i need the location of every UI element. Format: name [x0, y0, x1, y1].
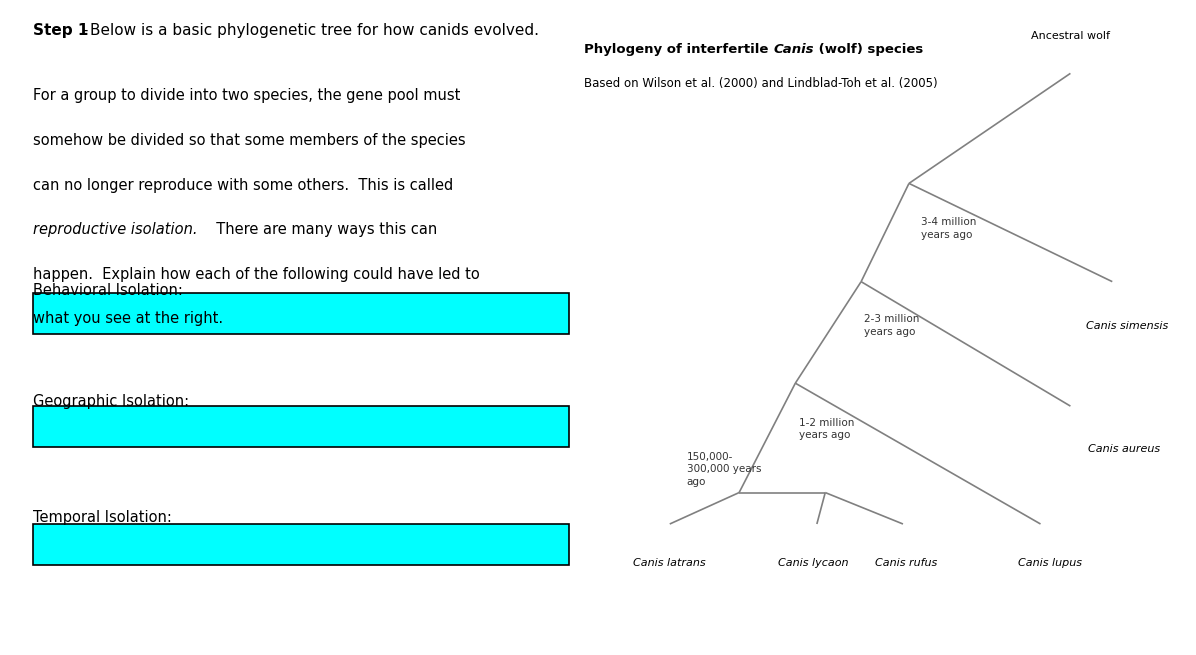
Text: somehow be divided so that some members of the species: somehow be divided so that some members …: [33, 133, 466, 148]
FancyBboxPatch shape: [33, 524, 569, 565]
Text: Step 1: Step 1: [33, 23, 89, 38]
Text: reproductive isolation.: reproductive isolation.: [33, 222, 199, 237]
FancyBboxPatch shape: [33, 406, 569, 447]
FancyBboxPatch shape: [33, 293, 569, 334]
Text: Based on Wilson et al. (2000) and Lindblad-Toh et al. (2005): Based on Wilson et al. (2000) and Lindbl…: [584, 77, 938, 90]
Text: Ancestral wolf: Ancestral wolf: [1031, 31, 1110, 41]
Text: For a group to divide into two species, the gene pool must: For a group to divide into two species, …: [33, 88, 460, 103]
Text: Canis lycaon: Canis lycaon: [779, 558, 848, 568]
Text: happen.  Explain how each of the following could have led to: happen. Explain how each of the followin…: [33, 267, 481, 282]
Text: Behavioral Isolation:: Behavioral Isolation:: [33, 283, 183, 298]
Text: can no longer reproduce with some others.  This is called: can no longer reproduce with some others…: [33, 178, 453, 193]
Text: what you see at the right.: what you see at the right.: [33, 311, 224, 326]
Text: Below is a basic phylogenetic tree for how canids evolved.: Below is a basic phylogenetic tree for h…: [90, 23, 538, 38]
Text: Canis: Canis: [774, 43, 814, 56]
Text: Canis latrans: Canis latrans: [634, 558, 706, 568]
Text: -: -: [78, 23, 89, 38]
Text: 2-3 million
years ago: 2-3 million years ago: [864, 314, 919, 337]
Text: Temporal Isolation:: Temporal Isolation:: [33, 510, 172, 525]
Text: 3-4 million
years ago: 3-4 million years ago: [921, 217, 976, 240]
Text: 1-2 million
years ago: 1-2 million years ago: [799, 418, 854, 440]
Text: Canis lupus: Canis lupus: [1018, 558, 1082, 568]
Text: Geographic Isolation:: Geographic Isolation:: [33, 394, 190, 409]
Text: Canis rufus: Canis rufus: [875, 558, 938, 568]
Text: There are many ways this can: There are many ways this can: [207, 222, 438, 237]
Text: Phylogeny of interfertile: Phylogeny of interfertile: [584, 43, 773, 56]
Text: (wolf) species: (wolf) species: [814, 43, 923, 56]
Text: Canis aureus: Canis aureus: [1088, 444, 1160, 454]
Text: Canis simensis: Canis simensis: [1086, 321, 1167, 331]
Text: 150,000-
300,000 years
ago: 150,000- 300,000 years ago: [687, 452, 761, 487]
